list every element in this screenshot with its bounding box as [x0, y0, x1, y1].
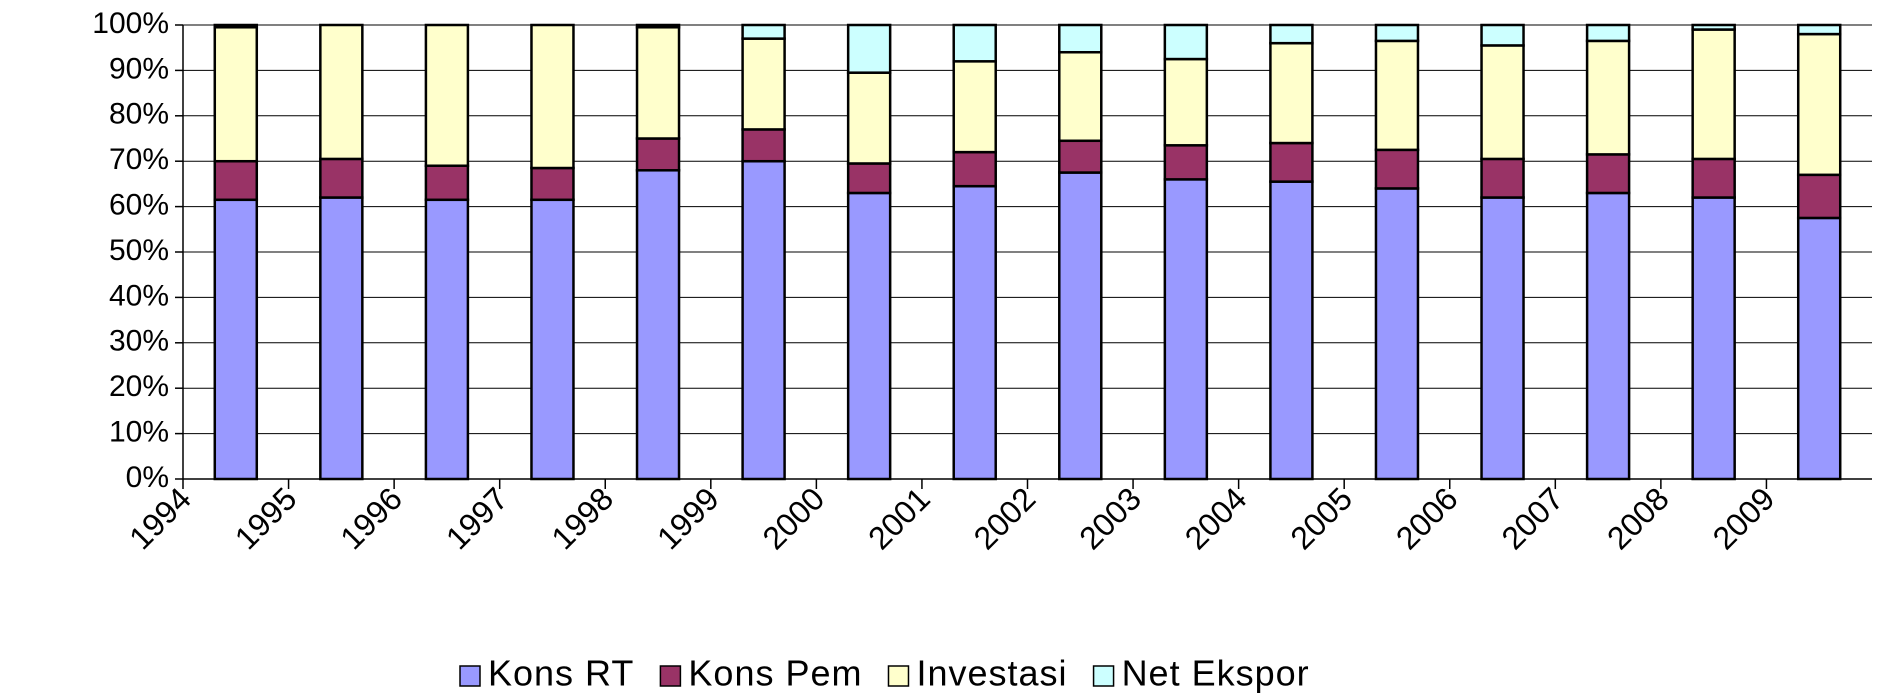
bar-segment — [1058, 50, 1103, 143]
bar-segment — [1480, 44, 1525, 161]
bar-segment — [213, 159, 259, 202]
bar-segment — [1796, 173, 1842, 220]
bar-segment — [1585, 191, 1631, 481]
y-tick-label: 20% — [109, 370, 169, 403]
bar-segment — [846, 23, 892, 74]
y-tick-label: 10% — [109, 416, 169, 449]
bar-segment — [1163, 23, 1209, 61]
y-tick-label: 50% — [109, 234, 169, 267]
bar-segment — [530, 166, 575, 202]
bar-segment — [635, 137, 681, 172]
x-tick-label: 2007 — [1494, 480, 1570, 556]
bar-segment — [952, 184, 997, 481]
bar-segment — [1058, 171, 1103, 481]
legend-label: Net Ekspor — [1122, 653, 1310, 694]
legend-label: Investasi — [916, 653, 1067, 694]
bar-segment — [1163, 144, 1209, 181]
bar-segment — [424, 198, 470, 481]
x-tick-label: 1995 — [228, 480, 304, 556]
x-tick-label: 1999 — [650, 480, 726, 556]
bar-segment — [846, 71, 892, 165]
bar-segment — [952, 23, 997, 63]
bar-segment — [213, 26, 259, 163]
bar-segment — [846, 162, 892, 195]
bar-segment — [1691, 23, 1736, 31]
y-tick-label: 80% — [109, 98, 169, 131]
x-tick-label: 1997 — [439, 480, 515, 556]
legend-swatch — [659, 665, 682, 687]
bar-segment — [1374, 39, 1420, 152]
legend-label: Kons Pem — [688, 653, 862, 694]
bar-segment — [530, 198, 575, 481]
bar-segment — [424, 23, 470, 167]
legend-swatch — [1092, 665, 1115, 687]
bar-segment — [424, 164, 470, 202]
legend-swatch — [887, 665, 910, 687]
bar-segment — [1374, 23, 1420, 43]
legend-label: Kons RT — [488, 653, 634, 694]
bar-segment — [635, 23, 681, 29]
x-tick-label: 1996 — [333, 480, 409, 556]
bar-segment — [1269, 141, 1314, 183]
bar-segment — [319, 157, 364, 199]
x-tick-label: 2004 — [1178, 480, 1254, 556]
bar-segment — [319, 196, 364, 481]
x-tick-label: 2003 — [1072, 480, 1148, 556]
x-tick-label: 2006 — [1389, 480, 1465, 556]
bar-segment — [846, 191, 892, 481]
y-tick-label: 30% — [109, 325, 169, 358]
bar-segment — [1058, 23, 1103, 54]
bar-segment — [1691, 196, 1736, 481]
x-tick-label: 2005 — [1283, 480, 1359, 556]
bar-segment — [1480, 157, 1525, 199]
x-tick-label: 2000 — [756, 480, 832, 556]
bar-segment — [1796, 32, 1842, 177]
bar-segment — [1691, 28, 1736, 161]
bar-segment — [1058, 139, 1103, 174]
bar-segment — [1374, 148, 1420, 190]
bar-segment — [1480, 196, 1525, 481]
bar-segment — [635, 169, 681, 481]
bar-segment — [1585, 39, 1631, 156]
bar-segment — [1374, 187, 1420, 481]
y-tick-label: 100% — [92, 7, 169, 40]
bar-segment — [741, 23, 786, 40]
bar-segment — [741, 37, 786, 131]
bar-segment — [1269, 23, 1314, 45]
bar-segment — [1585, 153, 1631, 195]
bar-segment — [213, 23, 259, 29]
bar-segment — [1269, 180, 1314, 481]
y-tick-label: 90% — [109, 52, 169, 85]
bar-segment — [952, 150, 997, 188]
x-tick-label: 2008 — [1600, 480, 1676, 556]
x-tick-label: 2009 — [1706, 480, 1782, 556]
y-tick-label: 0% — [126, 461, 169, 494]
y-tick-label: 70% — [109, 143, 169, 176]
legend-swatch — [459, 665, 481, 687]
bar-segment — [530, 23, 575, 170]
bar-segment — [1585, 23, 1631, 43]
bar-segment — [319, 23, 364, 161]
bar-segment — [1796, 23, 1842, 36]
y-tick-label: 40% — [109, 279, 169, 312]
bar-segment — [1480, 23, 1525, 47]
bar-segment — [1163, 57, 1209, 147]
x-tick-label: 2002 — [967, 480, 1043, 556]
bar-segment — [741, 128, 786, 163]
bar-segment — [1269, 41, 1314, 145]
legend: Kons RT Kons Pem Investasi Net Ekspor — [459, 653, 1310, 694]
bar-segment — [741, 159, 786, 481]
bar-segment — [952, 60, 997, 154]
bar-segment — [1691, 157, 1736, 199]
bar-segment — [1163, 178, 1209, 481]
bar-segment — [635, 26, 681, 140]
bar-segment — [1796, 216, 1842, 481]
y-tick-label: 60% — [109, 189, 169, 222]
x-tick-label: 2001 — [861, 480, 937, 556]
x-tick-label: 1998 — [544, 480, 620, 556]
bar-segment — [213, 198, 259, 481]
